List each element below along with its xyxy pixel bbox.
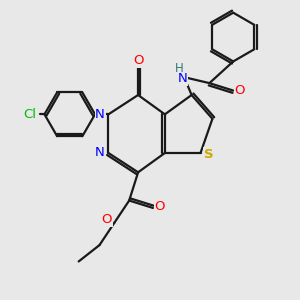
Text: N: N [95,108,105,121]
Text: Cl: Cl [23,108,36,121]
Text: N: N [95,146,105,160]
Text: O: O [154,200,165,213]
Text: H: H [175,62,183,75]
Text: N: N [178,72,188,85]
Text: O: O [133,54,143,67]
Text: O: O [235,84,245,97]
Text: S: S [204,148,214,161]
Text: O: O [102,213,112,226]
